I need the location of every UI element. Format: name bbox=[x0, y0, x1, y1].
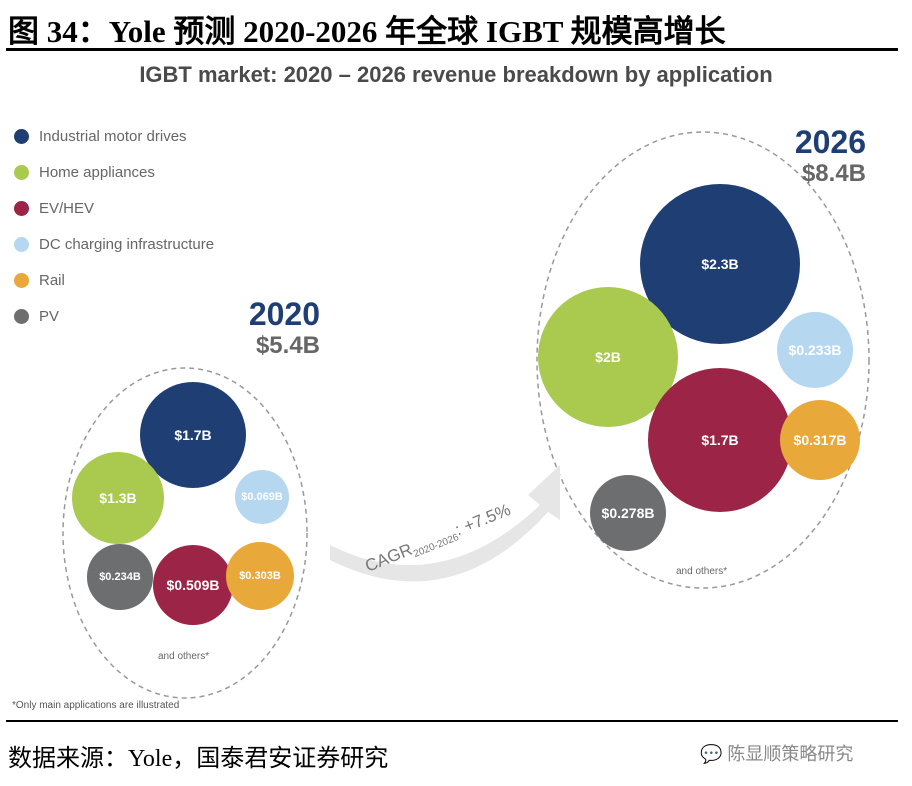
brand-label: 陈显顺策略研究 bbox=[727, 744, 854, 764]
bubble-label: $1.7B bbox=[701, 432, 739, 448]
others-2026: and others* bbox=[676, 566, 728, 577]
year-2026: 2026 bbox=[794, 124, 866, 160]
year-2020: 2020 bbox=[248, 296, 320, 332]
bubble-label: $1.7B bbox=[174, 427, 212, 443]
bubble-2026-rail: $0.317B bbox=[780, 400, 860, 480]
bubble-2020-home-appliances: $1.3B bbox=[71, 451, 165, 545]
bubble-2026-pv: $0.278B bbox=[590, 475, 666, 551]
bubble-label: $0.509B bbox=[166, 577, 220, 593]
bubble-label: $2.3B bbox=[701, 256, 739, 272]
bubble-2020-dc-charging-infrastructure: $0.069B bbox=[235, 470, 289, 524]
bottom-divider bbox=[6, 720, 898, 722]
total-2026: $8.4B bbox=[801, 160, 866, 187]
legend-dot bbox=[14, 129, 29, 144]
legend-item: EV/HEV bbox=[14, 200, 94, 217]
bubble-2026-ev-hev: $1.7B bbox=[648, 368, 792, 512]
bubble-2026-home-appliances: $2B bbox=[538, 287, 678, 427]
bubble-2026-industrial-motor-drives: $2.3B bbox=[640, 184, 800, 344]
bubble-label: $0.317B bbox=[793, 432, 847, 448]
bubble-label: $0.278B bbox=[601, 505, 655, 521]
legend-item: Home appliances bbox=[14, 164, 155, 181]
bubble-2020-ev-hev: $0.509B bbox=[153, 545, 233, 625]
legend-dot bbox=[14, 309, 29, 324]
source-note: 数据来源：Yole，国泰君安证券研究 bbox=[8, 746, 389, 772]
bubble-2020-industrial-motor-drives: $1.7B bbox=[140, 382, 246, 488]
chart-title: IGBT market: 2020 – 2026 revenue breakdo… bbox=[139, 62, 773, 87]
total-2020: $5.4B bbox=[255, 332, 320, 359]
figure-title: 图 34：Yole 预测 2020-2026 年全球 IGBT 规模高增长 bbox=[8, 14, 726, 49]
bubble-label: $0.069B bbox=[241, 491, 283, 503]
legend-dot bbox=[14, 237, 29, 252]
bubble-label: $0.303B bbox=[239, 569, 281, 582]
bubble-label: $2B bbox=[595, 349, 621, 365]
legend-label: Rail bbox=[39, 272, 65, 289]
bubble-2020-pv: $0.234B bbox=[87, 544, 153, 610]
legend-dot bbox=[14, 273, 29, 288]
legend-item: PV bbox=[14, 308, 59, 325]
legend-label: DC charging infrastructure bbox=[39, 236, 215, 253]
brand-watermark: 💬 陈显顺策略研究 bbox=[700, 740, 853, 766]
legend-item: Rail bbox=[14, 272, 65, 289]
footnote: *Only main applications are illustrated bbox=[12, 700, 180, 711]
group-2026-outline bbox=[536, 131, 870, 589]
cagr-arrow bbox=[330, 465, 560, 582]
bubble-label: $0.233B bbox=[788, 342, 842, 358]
others-2020: and others* bbox=[158, 651, 210, 662]
bubble-label: $0.234B bbox=[99, 570, 141, 583]
legend-dot bbox=[14, 165, 29, 180]
bubble-2020-rail: $0.303B bbox=[225, 541, 295, 611]
legend-item: Industrial motor drives bbox=[14, 128, 187, 145]
top-divider bbox=[6, 48, 898, 51]
legend-label: Home appliances bbox=[39, 164, 155, 181]
legend-dot bbox=[14, 201, 29, 216]
bubble-label: $1.3B bbox=[99, 489, 137, 506]
group-2020-outline bbox=[62, 367, 308, 699]
legend-label: EV/HEV bbox=[39, 200, 95, 217]
bubble-2026-dc-charging-infrastructure: $0.233B bbox=[777, 312, 853, 388]
legend-item: DC charging infrastructure bbox=[14, 236, 214, 253]
legend-label: PV bbox=[39, 308, 60, 325]
legend-label: Industrial motor drives bbox=[39, 128, 187, 145]
wechat-icon: 💬 bbox=[700, 744, 728, 764]
